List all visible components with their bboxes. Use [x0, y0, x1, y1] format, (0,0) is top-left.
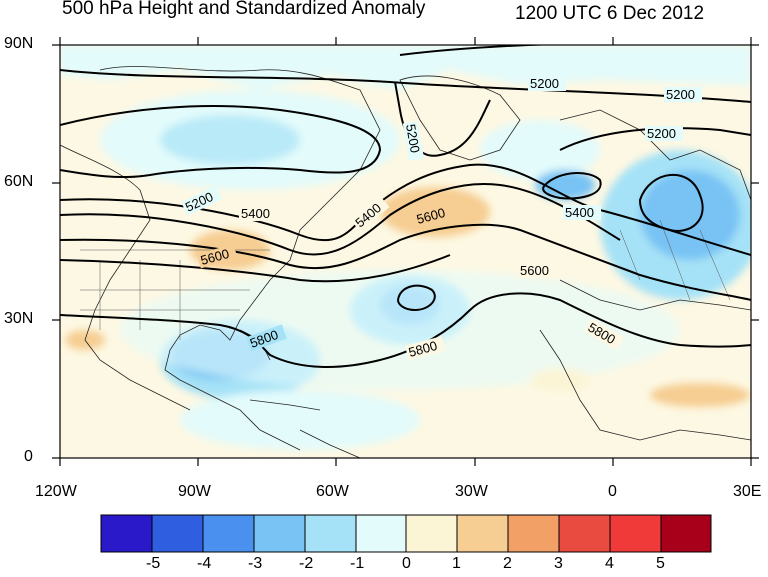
contour-labels: 5200 5200 5200 5200 5200 5400 5400 5400 … — [181, 76, 702, 361]
colorbar-cell — [355, 514, 407, 553]
contour-5600-low — [396, 284, 436, 312]
lon-label-60w: 60W — [316, 483, 349, 500]
lat-label-30n: 30N — [4, 310, 34, 327]
contour-label: 5200 — [402, 120, 425, 161]
colorbar-label: 0 — [402, 555, 411, 572]
lon-label-120w: 120W — [35, 483, 77, 500]
lat-label-90n: 90N — [4, 35, 34, 52]
contour-5200-canada — [60, 104, 382, 179]
lon-label-0: 0 — [608, 483, 617, 500]
contour-label: 5600 — [412, 203, 454, 228]
colorbar-cell — [609, 514, 662, 553]
anomaly-canada-inner — [160, 115, 300, 165]
anomaly-tropics — [120, 270, 680, 390]
colorbar-label: 3 — [554, 555, 563, 572]
colorbar-cell — [507, 514, 560, 553]
colorbar-cell — [660, 514, 712, 553]
colorbar-cell — [405, 514, 458, 553]
contour-label: 5400 — [239, 206, 277, 221]
svg-text:5200: 5200 — [647, 126, 676, 141]
map-frame — [59, 44, 752, 459]
contour-label: 5200 — [645, 126, 683, 141]
colorbar — [100, 514, 712, 553]
contour-label: 5800 — [404, 336, 446, 361]
lon-label-30e: 30E — [733, 483, 762, 500]
anomaly-warm-sahara — [530, 368, 590, 392]
colorbar-cell — [304, 514, 357, 553]
lat-label-60n: 60N — [4, 173, 34, 190]
svg-text:5200: 5200 — [403, 123, 423, 154]
colorbar-cell — [456, 514, 509, 553]
contour-label: 5200 — [528, 76, 566, 91]
anomaly-warm-africa — [650, 383, 750, 407]
colorbar-cell — [558, 514, 611, 553]
lon-label-30w: 30W — [455, 483, 488, 500]
colorbar-label: 4 — [605, 555, 614, 572]
anomaly-europe-core — [640, 170, 740, 260]
lat-label-0: 0 — [24, 448, 33, 465]
contour-5600b — [60, 254, 451, 283]
contour-5400b — [60, 183, 621, 256]
coastlines — [60, 66, 751, 458]
colorbar-cell — [202, 514, 255, 553]
contour-5200-europe — [559, 127, 751, 151]
anomaly-iceland — [535, 170, 595, 200]
svg-text:5600: 5600 — [199, 246, 231, 268]
contour-label: 5200 — [664, 87, 702, 102]
svg-text:5200: 5200 — [666, 87, 695, 102]
svg-text:5800: 5800 — [407, 338, 439, 360]
axis-ticks — [52, 37, 759, 466]
colorbar-label: 1 — [452, 555, 461, 572]
contour-label: 5600 — [196, 244, 238, 269]
svg-text:5400: 5400 — [565, 205, 594, 220]
lon-label-90w: 90W — [178, 483, 211, 500]
svg-text:5600: 5600 — [520, 263, 549, 278]
colorbar-cell — [253, 514, 306, 553]
svg-text:5600: 5600 — [415, 205, 447, 227]
contour-label: 5600 — [518, 263, 556, 278]
colorbar-label: -1 — [350, 555, 365, 572]
colorbar-cell — [100, 514, 153, 553]
map-timestamp: 1200 UTC 6 Dec 2012 — [515, 3, 705, 24]
contour-label: 5400 — [563, 205, 601, 220]
map-title: 500 hPa Height and Standardized Anomaly — [62, 0, 426, 19]
colorbar-label: -4 — [197, 555, 212, 572]
contour-5200-arctic — [399, 45, 557, 56]
contour-5200-iceland — [542, 172, 602, 200]
colorbar-label: -5 — [146, 555, 161, 572]
colorbar-cell — [151, 514, 204, 553]
anomaly-field — [60, 45, 751, 450]
anomaly-caribbean — [180, 390, 420, 450]
colorbar-label: -2 — [299, 555, 314, 572]
colorbar-label: 5 — [656, 555, 665, 572]
contour-5200-europe-low — [638, 173, 704, 232]
colorbar-label: -3 — [248, 555, 263, 572]
colorbar-label: 2 — [503, 555, 512, 572]
anomaly-light-blue-top — [60, 45, 751, 90]
svg-text:5400: 5400 — [241, 206, 270, 221]
anomaly-north-atlantic — [480, 120, 600, 180]
svg-text:5200: 5200 — [530, 76, 559, 91]
